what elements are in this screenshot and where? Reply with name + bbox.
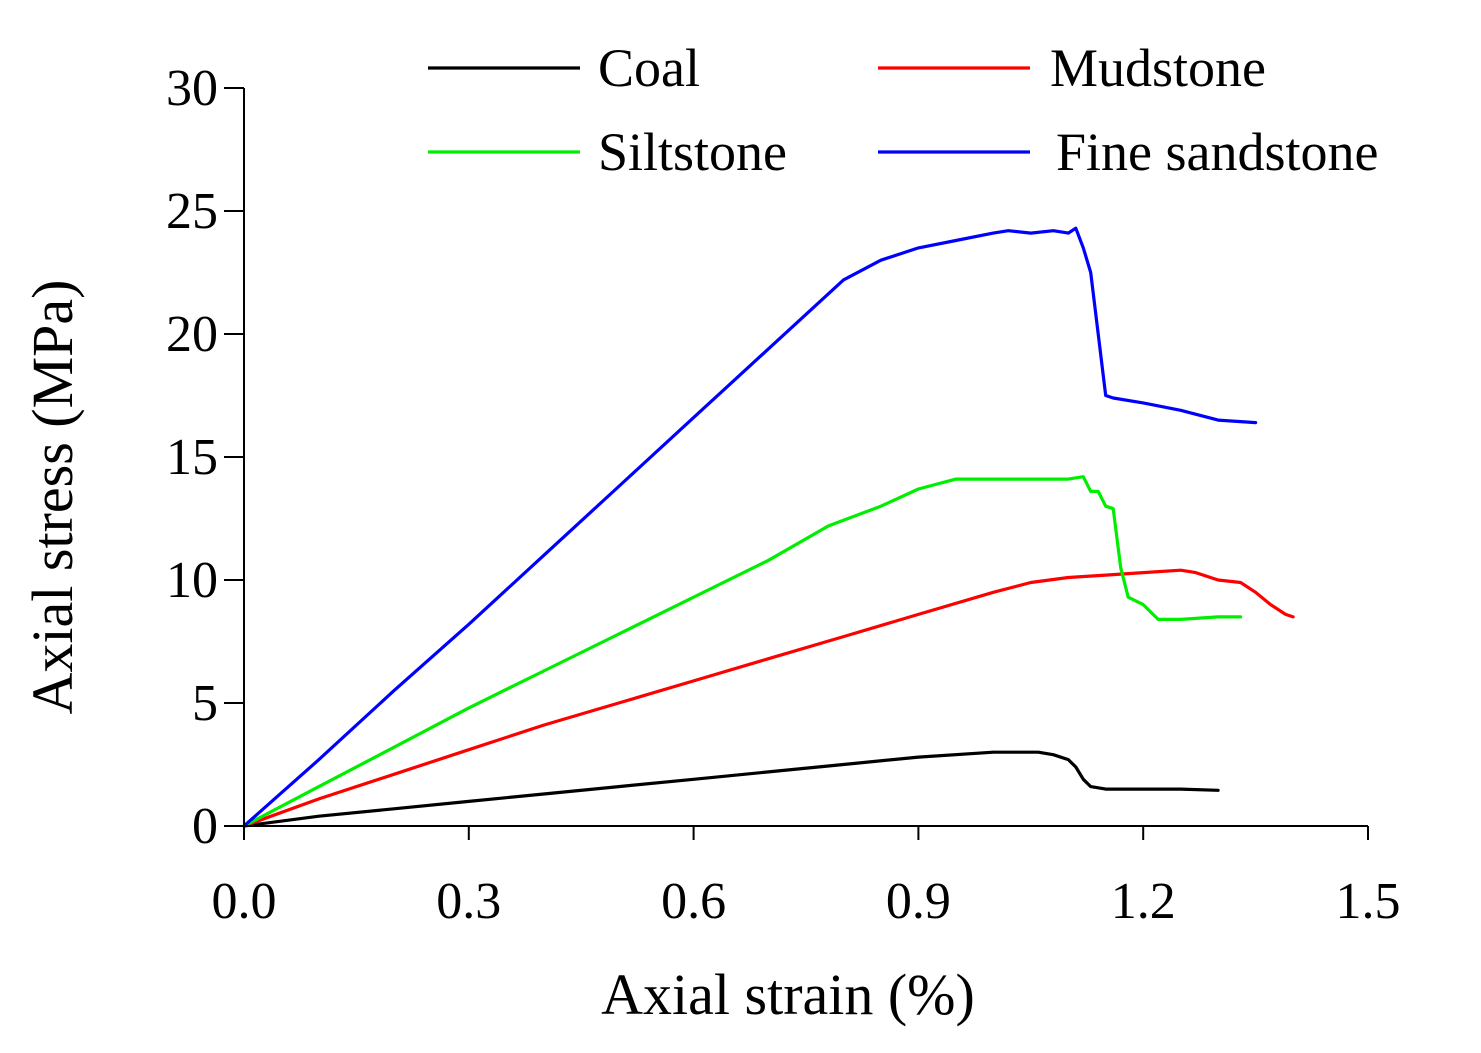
y-tick-label: 25 (166, 183, 218, 240)
y-tick-label: 5 (192, 675, 218, 732)
x-tick-label: 0.9 (886, 873, 951, 930)
x-tick-label: 0.0 (212, 873, 277, 930)
y-tick-label: 0 (192, 798, 218, 855)
x-axis-title: Axial strain (%) (601, 962, 975, 1027)
y-tick-label: 30 (166, 60, 218, 117)
y-tick-label: 20 (166, 306, 218, 363)
series-line-fine-sandstone (242, 226, 1258, 828)
x-tick-label: 0.3 (436, 873, 501, 930)
series-line-mudstone (242, 568, 1295, 828)
legend-label-coal: Coal (598, 38, 700, 98)
legend: Coal Mudstone Siltstone Fine sandstone (428, 38, 1378, 182)
y-axis-title: Axial stress (MPa) (20, 280, 85, 715)
y-tick-label: 15 (166, 429, 218, 486)
x-tick-label: 1.5 (1336, 873, 1401, 930)
axes: 0 5 10 15 20 25 30 0.0 0.3 0.6 0.9 1.2 1.5 (166, 60, 1401, 930)
y-tick-label: 10 (166, 552, 218, 609)
x-tick-label: 1.2 (1111, 873, 1176, 930)
series-line-siltstone (242, 475, 1243, 828)
series-line-coal (242, 750, 1220, 828)
x-tick-label: 0.6 (661, 873, 726, 930)
legend-label-fine-sandstone: Fine sandstone (1056, 122, 1378, 182)
legend-label-siltstone: Siltstone (598, 122, 787, 182)
legend-label-mudstone: Mudstone (1050, 38, 1266, 98)
plot-area (242, 226, 1295, 828)
